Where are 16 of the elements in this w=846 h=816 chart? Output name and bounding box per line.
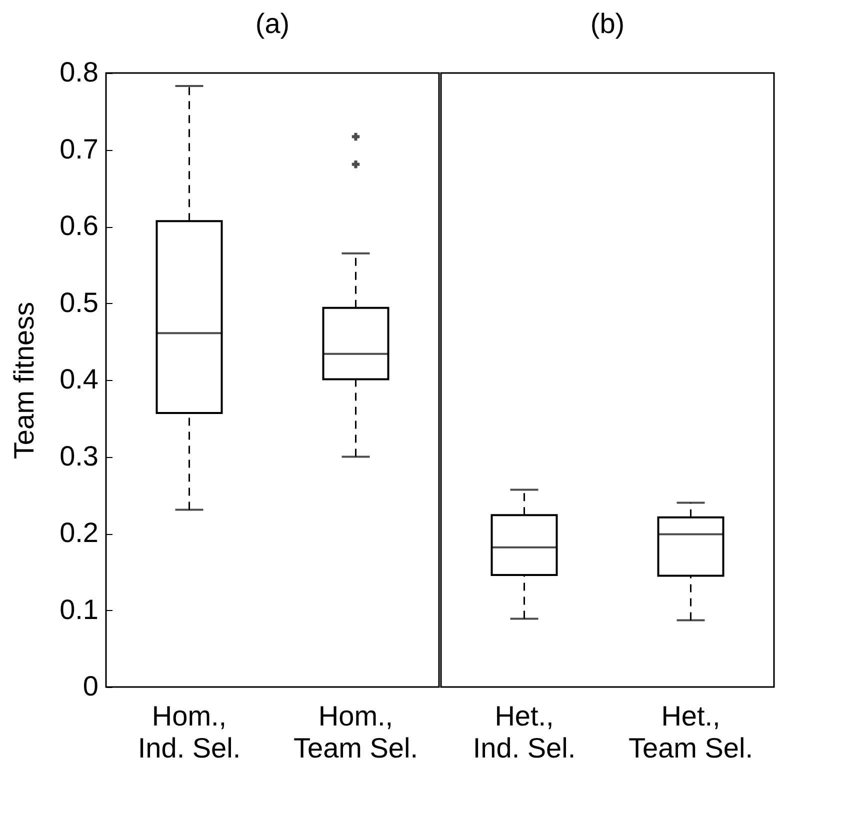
y-tick-label: 0.3 [60, 440, 98, 472]
y-tick-label: 0.6 [60, 210, 98, 241]
y-tick-label: 0.8 [60, 56, 98, 88]
chart-title: (a) [255, 8, 290, 39]
x-tick-label: Het., Team Sel. [628, 700, 753, 764]
x-tick-label: Hom., Team Sel. [294, 700, 418, 764]
chart-title: (b) [590, 8, 625, 39]
y-tick-label: 0.5 [60, 286, 98, 318]
x-tick-label: Het., Ind. Sel. [472, 700, 576, 764]
y-tick-label: 0.2 [60, 517, 98, 548]
y-tick-label: 0.1 [60, 594, 98, 625]
y-tick-label: 0 [82, 670, 98, 702]
y-tick-label: 0.7 [60, 133, 98, 164]
x-tick-label: Hom., Ind. Sel. [138, 700, 241, 764]
y-axis-title: Team fitness [8, 302, 40, 460]
y-tick-label: 0.4 [60, 364, 98, 394]
